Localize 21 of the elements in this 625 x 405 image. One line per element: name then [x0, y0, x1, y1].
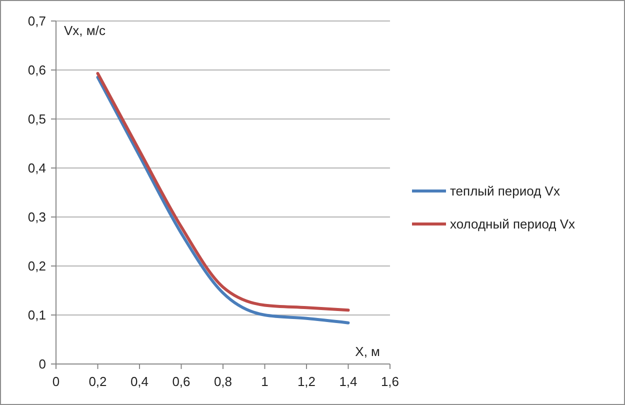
x-tick-label: 1,2	[297, 374, 316, 389]
y-tick-label: 0	[38, 356, 46, 372]
x-tick-label: 1,6	[380, 374, 400, 389]
x-tick-label: 0,8	[214, 374, 232, 389]
x-tick-label: 1	[261, 374, 268, 389]
y-tick-label: 0,2	[28, 258, 46, 274]
x-axis-title: X, м	[355, 344, 380, 359]
x-tick-label: 0,4	[130, 374, 149, 389]
y-tick-label: 0,3	[28, 210, 46, 225]
y-tick-label: 0,4	[28, 160, 46, 176]
legend-label: теплый период Vx	[450, 184, 560, 199]
y-tick-label: 0,7	[28, 14, 46, 29]
y-axis-title: Vx, м/с	[64, 23, 106, 38]
x-tick-label: 0,6	[172, 374, 190, 389]
y-tick-label: 0,1	[28, 308, 46, 323]
x-tick-label: 0,2	[88, 374, 107, 389]
legend-label: холодный период Vx	[450, 216, 576, 232]
x-tick-label: 1,4	[339, 374, 358, 389]
y-tick-label: 0,5	[28, 112, 46, 127]
y-tick-label: 0,6	[28, 62, 46, 78]
x-tick-label: 0	[52, 374, 60, 389]
